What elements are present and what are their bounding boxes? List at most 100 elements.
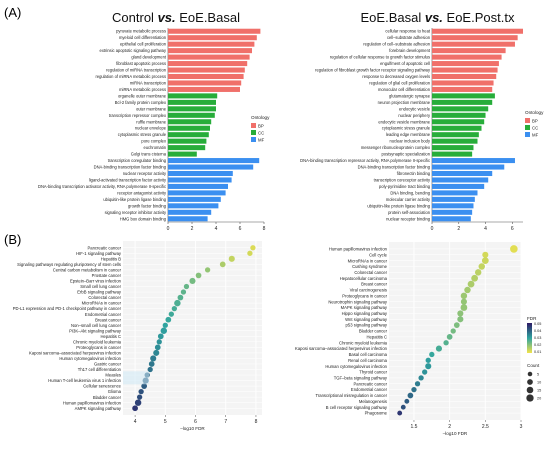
category-label: regulation of glial cell proliferation [369, 80, 430, 85]
category-label: regulation of cellular response to growt… [330, 55, 430, 60]
bar [168, 164, 254, 170]
bar [168, 48, 252, 54]
bar [432, 35, 518, 41]
pathway-label: Cellular senescence [83, 384, 121, 389]
panel-label-b: (B) [4, 232, 22, 247]
pathway-label: Melanogenesis [359, 399, 387, 404]
legend-swatch [251, 130, 256, 135]
data-point [165, 316, 172, 323]
category-label: ubiquitin-like protein ligase binding [103, 197, 166, 202]
bar [168, 151, 197, 157]
data-point [510, 245, 518, 253]
pathway-label: Chronic myeloid leukemia [73, 339, 122, 344]
category-label: endocytic vesicle [399, 106, 431, 111]
data-point [171, 305, 178, 312]
bar [432, 67, 498, 73]
category-label: euchromatin [143, 145, 166, 150]
category-label: endocytic vesicle membrane [378, 119, 430, 124]
legend-swatch [525, 125, 530, 130]
data-point [418, 375, 424, 381]
bar [168, 61, 248, 67]
bar [432, 93, 495, 99]
bar [168, 125, 210, 131]
legend-label: BP [258, 123, 264, 128]
pathway-label: Transcriptional misregulation in cancer [315, 393, 387, 398]
bar [168, 99, 216, 105]
category-label: DNA-binding transcription factor binding [94, 165, 167, 170]
pathway-label: Colorectal cancer [354, 270, 387, 275]
data-point [147, 366, 153, 373]
category-label: response to decreased oxygen levels [362, 74, 430, 79]
chart-title: EoE.Basal vs. EoE.Post.tx [361, 10, 515, 25]
bar [168, 203, 219, 209]
data-point [443, 340, 449, 346]
bar [432, 61, 499, 67]
bar [168, 93, 218, 99]
bar [432, 48, 506, 54]
data-point [150, 355, 157, 362]
data-point [219, 261, 226, 268]
data-point [156, 339, 162, 345]
pathway-label: MicroRNAs in cancer [348, 258, 388, 263]
bar [432, 125, 482, 131]
pathway-label: Non–small cell lung cancer [71, 323, 122, 328]
category-label: cytoplasmic stress granule [118, 132, 167, 137]
category-label: extrinsic apoptotic signaling pathway [100, 48, 167, 53]
chart-title-part: EoE.Basal [176, 10, 240, 25]
pathway-label: Hepatitis C [367, 334, 387, 339]
fdr-colorbar [527, 323, 532, 353]
data-point [174, 299, 181, 307]
bar [168, 132, 209, 138]
data-point [457, 316, 464, 323]
data-point [177, 294, 184, 301]
category-label: transcription repressor complex [109, 113, 166, 118]
data-point [457, 310, 464, 317]
data-point [397, 410, 403, 416]
chart-title-part: EoE.Post.tx [443, 10, 515, 25]
category-label: regulation of fibroblast growth factor r… [315, 68, 431, 73]
count-legend-label: 15 [537, 389, 541, 393]
category-label: signaling receptor inhibitor activity [105, 210, 167, 215]
bar [432, 177, 489, 183]
data-point [168, 311, 175, 317]
pathway-label: Proteoglycans in cancer [342, 293, 387, 298]
chart-title-part: EoE.Basal [361, 10, 425, 25]
legend-label: BP [532, 118, 538, 123]
pathway-label: Wnt signaling pathway [345, 317, 388, 322]
data-point [250, 245, 256, 251]
data-point [400, 404, 406, 410]
category-label: transcription coreceptor activity [374, 177, 431, 182]
pathway-label: MAPK signaling pathway [341, 305, 388, 310]
pathway-label: Human T-cell leukemia virus 1 infection [48, 378, 121, 383]
data-point [204, 267, 211, 273]
count-legend-label: 5 [537, 373, 539, 377]
pathway-label: Prostate cancer [92, 273, 122, 278]
data-point [162, 322, 168, 328]
pathway-label: Renal cell carcinoma [348, 358, 388, 363]
data-point [429, 351, 435, 358]
data-point [425, 357, 431, 363]
x-tick-label: 8 [255, 419, 258, 425]
pathway-label: PD-L1 expression and PD-1 checkpoint pat… [13, 306, 122, 311]
bar [168, 112, 215, 118]
bar [432, 73, 497, 80]
data-point [404, 398, 410, 404]
data-point [148, 361, 155, 367]
bar [168, 119, 212, 125]
data-point [446, 334, 453, 340]
x-tick-label: 6 [239, 226, 242, 232]
x-tick-label: 5 [164, 419, 167, 425]
bar [168, 86, 240, 92]
pathway-label: Human papillomavirus infection [63, 400, 122, 405]
data-point [141, 383, 148, 389]
legend-label: CC [258, 130, 264, 135]
category-label: Bcl-2 family protein complex [115, 100, 166, 105]
pathway-label: Central carbon metabolism in cancer [53, 268, 122, 273]
category-label: growth factor binding [128, 203, 167, 208]
category-label: pyruvate metabolic process [116, 29, 166, 34]
category-label: ubiquitin-like protein ligase binding [367, 203, 430, 208]
bar [432, 99, 493, 105]
pathway-label: p53 signaling pathway [346, 323, 388, 328]
bar [432, 190, 478, 196]
bar [432, 41, 515, 47]
